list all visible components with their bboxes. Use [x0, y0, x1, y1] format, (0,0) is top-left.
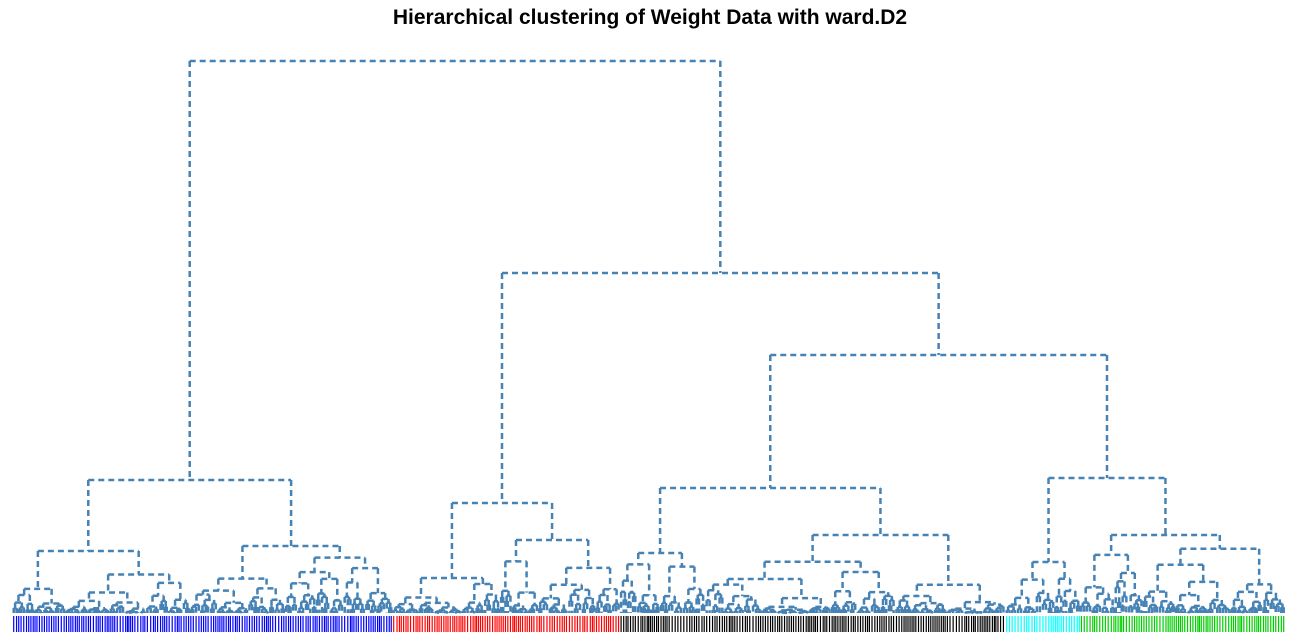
leaf-labels: [13, 616, 1285, 632]
dendrogram: [12, 59, 1285, 615]
chart-title: Hierarchical clustering of Weight Data w…: [393, 6, 907, 29]
